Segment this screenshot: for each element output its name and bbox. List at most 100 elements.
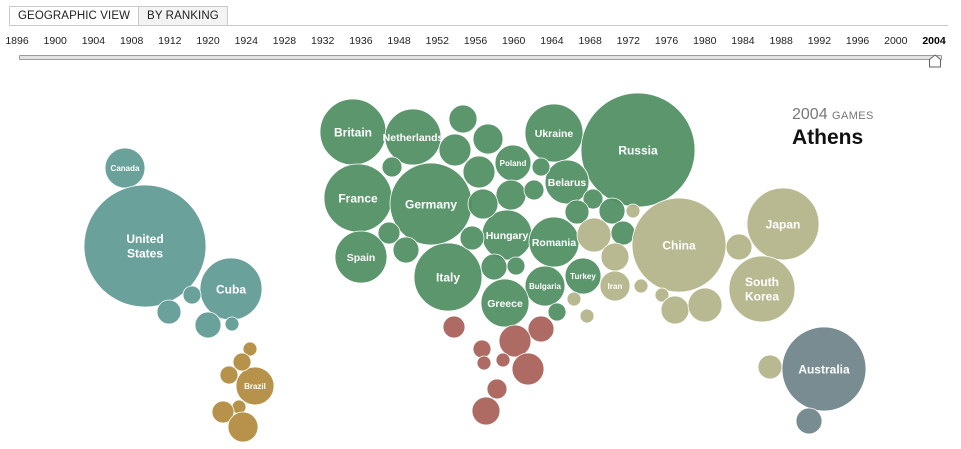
bubble-france[interactable] [323, 163, 393, 233]
bubble-unlabeled-64[interactable] [795, 407, 823, 435]
bubble-russia[interactable] [580, 92, 696, 208]
year-1956[interactable]: 1956 [463, 35, 488, 47]
bubble-south-korea[interactable] [728, 255, 796, 323]
bubble-unlabeled-72[interactable] [486, 378, 508, 400]
bubble-britain[interactable] [319, 98, 387, 166]
bubble-unlabeled-3[interactable] [182, 285, 202, 305]
bubble-germany[interactable] [389, 162, 473, 246]
bubble-unlabeled-12[interactable] [211, 400, 235, 424]
bubble-united-states[interactable] [83, 184, 207, 308]
year-1996[interactable]: 1996 [845, 35, 870, 47]
bubble-romania[interactable] [528, 216, 580, 268]
bubble-unlabeled-13[interactable] [227, 411, 259, 443]
bubble-unlabeled-29[interactable] [448, 104, 478, 134]
bubble-greece[interactable] [480, 278, 530, 328]
bubble-unlabeled-54[interactable] [600, 242, 630, 272]
bubble-unlabeled-33[interactable] [462, 155, 496, 189]
bubble-unlabeled-66[interactable] [527, 315, 555, 343]
bubble-belarus[interactable] [544, 159, 590, 205]
year-1924[interactable]: 1924 [234, 35, 258, 47]
bubble-unlabeled-45[interactable] [506, 256, 526, 276]
bubble-china[interactable] [631, 197, 727, 293]
year-1980[interactable]: 1980 [693, 35, 717, 47]
year-1988[interactable]: 1988 [769, 35, 793, 47]
bubble-brazil[interactable] [235, 366, 275, 406]
year-1976[interactable]: 1976 [654, 35, 679, 47]
bubble-iran[interactable] [599, 270, 631, 302]
bubble-unlabeled-62[interactable] [757, 354, 783, 380]
bubble-unlabeled-47[interactable] [547, 302, 567, 322]
bubble-unlabeled-31[interactable] [438, 133, 472, 167]
year-1936[interactable]: 1936 [349, 35, 373, 47]
bubble-turkey[interactable] [564, 257, 602, 295]
bubble-unlabeled-36[interactable] [523, 179, 545, 201]
bubble-unlabeled-40[interactable] [598, 197, 626, 225]
bubble-canada[interactable] [104, 147, 146, 189]
bubble-unlabeled-37[interactable] [467, 188, 499, 220]
bubble-unlabeled-42[interactable] [392, 236, 420, 264]
bubble-ukraine[interactable] [524, 103, 584, 163]
tab-geographic-view[interactable]: GEOGRAPHIC VIEW [9, 6, 140, 26]
bubble-cuba[interactable] [199, 257, 263, 321]
bubble-poland[interactable] [494, 144, 532, 182]
timeline-slider-handle[interactable] [928, 54, 942, 68]
bubble-bulgaria[interactable] [524, 265, 566, 307]
bubble-unlabeled-35[interactable] [495, 179, 527, 211]
year-1900[interactable]: 1900 [43, 35, 67, 47]
bubble-unlabeled-10[interactable] [219, 365, 239, 385]
year-1932[interactable]: 1932 [310, 35, 335, 47]
bubble-unlabeled-9[interactable] [232, 352, 252, 372]
bubble-unlabeled-52[interactable] [625, 203, 641, 219]
year-1920[interactable]: 1920 [196, 35, 220, 47]
bubble-unlabeled-65[interactable] [442, 315, 466, 339]
bubble-unlabeled-4[interactable] [156, 299, 182, 325]
bubble-unlabeled-44[interactable] [480, 253, 508, 281]
bubble-unlabeled-46[interactable] [610, 220, 636, 246]
year-1908[interactable]: 1908 [119, 35, 144, 47]
year-2000[interactable]: 2000 [884, 35, 908, 47]
year-1984[interactable]: 1984 [731, 35, 755, 47]
bubble-unlabeled-8[interactable] [242, 341, 258, 357]
year-1904[interactable]: 1904 [81, 35, 106, 47]
bubble-unlabeled-58[interactable] [687, 287, 723, 323]
bubble-unlabeled-59[interactable] [725, 233, 753, 261]
year-1896[interactable]: 1896 [5, 35, 29, 47]
year-1912[interactable]: 1912 [158, 35, 182, 47]
bubble-unlabeled-56[interactable] [654, 287, 670, 303]
bubble-unlabeled-41[interactable] [377, 221, 401, 245]
bubble-unlabeled-30[interactable] [472, 123, 504, 155]
bubble-unlabeled-61[interactable] [579, 308, 595, 324]
timeline-slider-track[interactable] [19, 55, 942, 60]
bubble-unlabeled-53[interactable] [576, 217, 612, 253]
year-1992[interactable]: 1992 [807, 35, 832, 47]
bubble-unlabeled-70[interactable] [495, 352, 511, 368]
bubble-italy[interactable] [413, 242, 483, 312]
bubble-unlabeled-71[interactable] [511, 352, 545, 386]
year-1964[interactable]: 1964 [540, 35, 564, 47]
bubble-australia[interactable] [781, 326, 867, 412]
bubble-unlabeled-38[interactable] [582, 188, 604, 210]
bubble-netherlands[interactable] [384, 108, 442, 166]
bubble-unlabeled-6[interactable] [224, 316, 240, 332]
year-2004[interactable]: 2004 [922, 35, 946, 47]
bubble-unlabeled-39[interactable] [564, 199, 590, 225]
bubble-unlabeled-57[interactable] [660, 295, 690, 325]
bubble-unlabeled-34[interactable] [531, 157, 551, 177]
bubble-unlabeled-69[interactable] [476, 355, 492, 371]
bubble-spain[interactable] [334, 230, 388, 284]
year-1972[interactable]: 1972 [616, 35, 641, 47]
bubble-japan[interactable] [746, 187, 820, 261]
tab-by-ranking[interactable]: BY RANKING [139, 6, 228, 26]
bubble-unlabeled-60[interactable] [566, 291, 582, 307]
year-1928[interactable]: 1928 [272, 35, 297, 47]
bubble-unlabeled-5[interactable] [194, 311, 222, 339]
bubble-unlabeled-67[interactable] [472, 339, 492, 359]
bubble-unlabeled-68[interactable] [498, 324, 532, 358]
year-1960[interactable]: 1960 [502, 35, 526, 47]
bubble-unlabeled-55[interactable] [633, 278, 649, 294]
year-1948[interactable]: 1948 [387, 35, 411, 47]
year-1952[interactable]: 1952 [425, 35, 449, 47]
bubble-unlabeled-32[interactable] [381, 156, 403, 178]
year-1968[interactable]: 1968 [578, 35, 602, 47]
bubble-unlabeled-43[interactable] [459, 225, 485, 251]
